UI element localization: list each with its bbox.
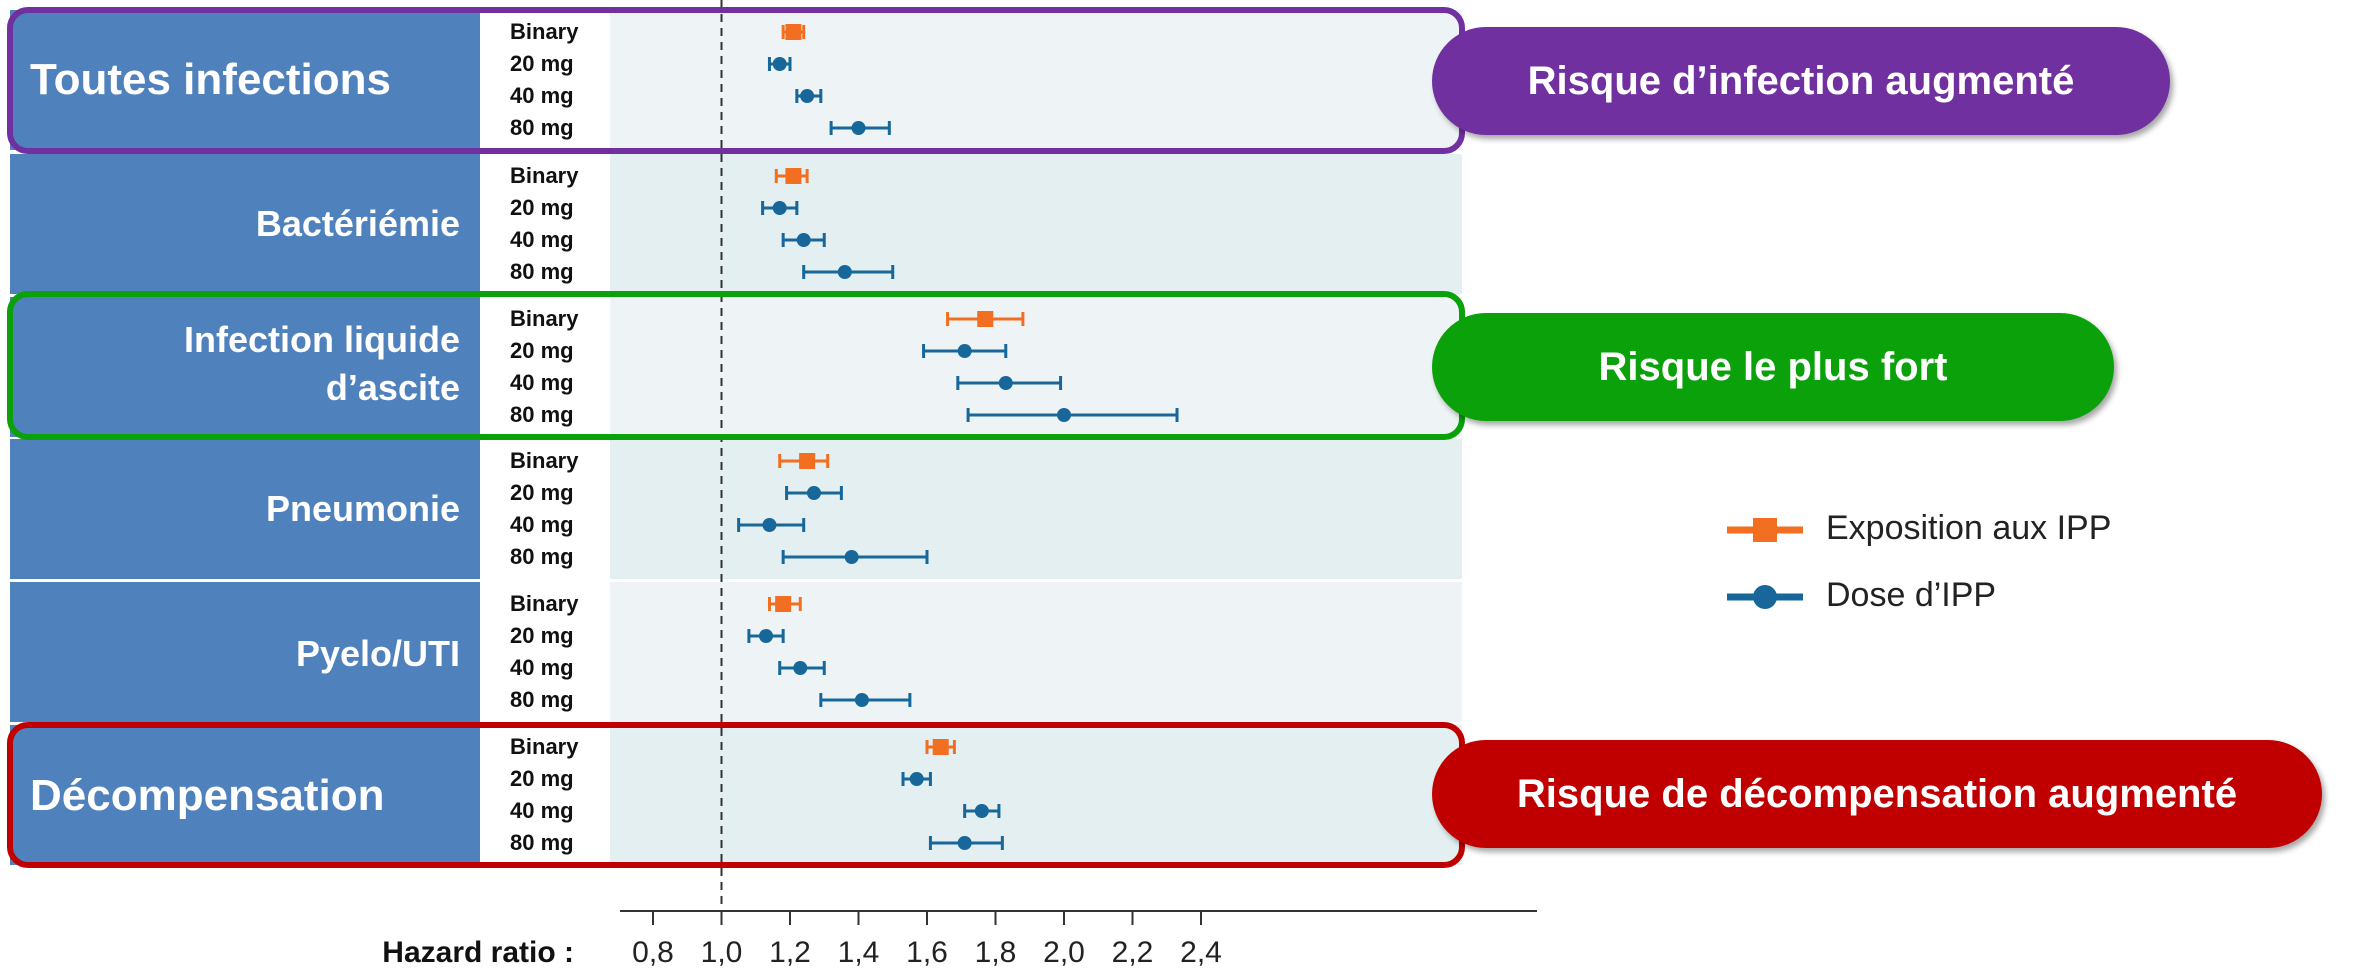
- row-label: Binary: [510, 448, 579, 473]
- point-estimate-circle: [796, 233, 811, 247]
- x-tick-label: 1,0: [701, 936, 743, 969]
- group-label-pyelo-uti: Pyelo/UTI: [295, 633, 460, 674]
- row-label: 40 mg: [510, 512, 574, 537]
- callout-decompensation-risk: Risque de décompensation augmenté: [1432, 740, 2322, 848]
- row-label: 20 mg: [510, 480, 574, 505]
- point-estimate-circle: [844, 550, 859, 564]
- row-label: 40 mg: [510, 655, 574, 680]
- legend-dose-label: Dose d’IPP: [1826, 576, 1997, 614]
- group-label-panel: [10, 154, 480, 294]
- x-tick-label: 1,4: [838, 936, 880, 969]
- legend-exposure-marker: [1753, 518, 1777, 542]
- x-axis-label: Hazard ratio :: [382, 936, 574, 969]
- plot-band: [610, 154, 1462, 294]
- point-estimate-circle: [772, 57, 787, 71]
- point-estimate-circle: [1057, 408, 1071, 422]
- group-label-panel: [10, 439, 480, 579]
- x-tick-label: 0,8: [632, 936, 674, 969]
- row-label: 20 mg: [510, 51, 574, 76]
- group-label-panel: [10, 297, 480, 437]
- plot-band: [610, 725, 1462, 865]
- row-label: 40 mg: [510, 370, 574, 395]
- point-estimate-square: [775, 596, 792, 612]
- row-label: 40 mg: [510, 798, 574, 823]
- x-tick-label: 1,2: [769, 936, 811, 969]
- row-label: 80 mg: [510, 687, 574, 712]
- plot-band: [610, 582, 1462, 722]
- row-label: 40 mg: [510, 227, 574, 252]
- legend-exposure-label: Exposition aux IPP: [1826, 509, 2112, 547]
- group-label-bacteriemie: Bactériémie: [255, 203, 460, 244]
- legend-dose-marker: [1753, 585, 1777, 609]
- point-estimate-square: [932, 739, 949, 755]
- row-label: 20 mg: [510, 766, 574, 791]
- point-estimate-circle: [793, 661, 808, 675]
- row-label: 80 mg: [510, 259, 574, 284]
- point-estimate-square: [785, 24, 802, 40]
- x-tick-label: 1,6: [906, 936, 948, 969]
- row-label: Binary: [510, 734, 579, 759]
- point-estimate-circle: [772, 201, 787, 215]
- row-label: 20 mg: [510, 338, 574, 363]
- point-estimate-circle: [806, 486, 821, 500]
- point-estimate-square: [799, 453, 816, 469]
- group-label-panel: [10, 10, 480, 150]
- point-estimate-circle: [800, 89, 815, 103]
- plot-band: [610, 439, 1462, 579]
- row-label: 20 mg: [510, 195, 574, 220]
- point-estimate-square: [785, 168, 802, 184]
- row-label: 80 mg: [510, 402, 574, 427]
- row-label: 20 mg: [510, 623, 574, 648]
- group-label-pneumonie: Pneumonie: [265, 488, 460, 529]
- point-estimate-circle: [762, 518, 777, 532]
- point-estimate-square: [977, 311, 994, 327]
- x-tick-label: 1,8: [975, 936, 1017, 969]
- group-label-panel: [10, 725, 480, 865]
- group-label-infection-ascite: Infection liquide d’ascite: [184, 319, 460, 408]
- row-label: 80 mg: [510, 544, 574, 569]
- point-estimate-circle: [851, 121, 866, 135]
- row-label: 80 mg: [510, 830, 574, 855]
- group-label-panel: [10, 582, 480, 722]
- point-estimate-circle: [998, 376, 1013, 390]
- point-estimate-circle: [837, 265, 852, 279]
- point-estimate-circle: [909, 772, 924, 786]
- x-tick-label: 2,2: [1112, 936, 1154, 969]
- group-label-toutes-infections: Toutes infections: [30, 55, 391, 104]
- callout-infection-risk: Risque d’infection augmenté: [1432, 27, 2170, 135]
- row-label: Binary: [510, 306, 579, 331]
- row-label: Binary: [510, 19, 579, 44]
- point-estimate-circle: [854, 693, 869, 707]
- row-label: 40 mg: [510, 83, 574, 108]
- x-tick-label: 2,4: [1180, 936, 1222, 969]
- point-estimate-circle: [957, 344, 972, 358]
- point-estimate-circle: [759, 629, 774, 643]
- row-label: 80 mg: [510, 115, 574, 140]
- group-label-decompensation: Décompensation: [30, 771, 385, 820]
- point-estimate-circle: [957, 836, 972, 850]
- point-estimate-circle: [974, 804, 989, 818]
- plot-band: [610, 10, 1462, 150]
- x-tick-label: 2,0: [1043, 936, 1085, 969]
- callout-strongest-risk: Risque le plus fort: [1432, 313, 2114, 421]
- row-label: Binary: [510, 163, 579, 188]
- row-label: Binary: [510, 591, 579, 616]
